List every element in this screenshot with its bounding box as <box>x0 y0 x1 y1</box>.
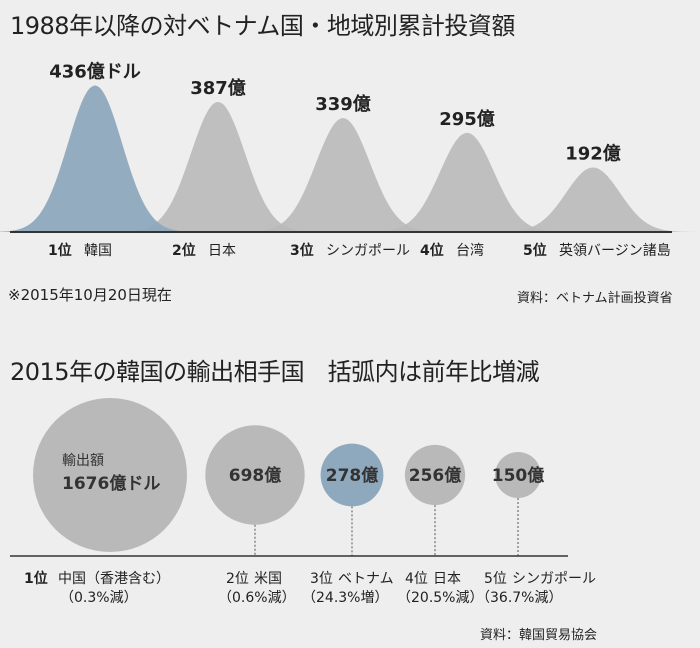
export-change-5: （36.7%減） <box>476 589 562 606</box>
chart2-title: 2015年の韓国の輸出相手国 括弧内は前年比増減 <box>10 358 540 386</box>
export-rank-4: 4位 <box>405 571 428 587</box>
bubble-4 <box>404 444 466 506</box>
peak-value-4: 295億 <box>439 108 495 130</box>
bubble-5 <box>495 452 541 498</box>
chart1-title: 1988年以降の対ベトナム国・地域別累計投資額 <box>10 12 515 40</box>
category-label-5: 英領バージン諸島 <box>559 242 671 259</box>
export-bubble-chart: 輸出額 1676億ドル 698億 278億 256億 150億 1位 中国（香港含む） （0.… <box>10 398 596 606</box>
export-country-1: 中国（香港含む） <box>58 571 170 587</box>
export-rank-2: 2位 <box>226 571 249 587</box>
peak-value-3: 339億 <box>315 93 371 115</box>
bubble-2 <box>205 425 305 525</box>
bubble-3 <box>320 443 384 507</box>
export-change-4: （20.5%減） <box>397 589 483 606</box>
category-label-4: 台湾 <box>456 242 484 259</box>
rank-label-1: 1位 <box>48 242 72 259</box>
peak-4 <box>353 132 580 232</box>
peak-2 <box>104 102 331 232</box>
export-change-1: （0.3%減） <box>60 589 138 606</box>
chart2-source: 資料：韓国貿易協会 <box>480 628 598 643</box>
category-label-2: 日本 <box>208 243 236 259</box>
export-change-3: （24.3%増） <box>302 590 388 606</box>
peak-3 <box>229 118 456 232</box>
category-label-1: 韓国 <box>84 243 112 259</box>
peak-value-2: 387億 <box>190 77 246 99</box>
peak-5 <box>479 167 700 232</box>
bubble-value-5: 150億 <box>492 465 545 486</box>
export-rank-3: 3位 <box>310 571 333 587</box>
investment-peak-chart: 192億 295億 339億 387億 436億ドル 1位 韓国 2位 日本 3位 シンガポール 4位… <box>0 61 700 259</box>
rank-label-3: 3位 <box>290 242 314 259</box>
bubble-value-1: 1676億ドル <box>62 473 160 494</box>
peak-1 <box>0 85 208 232</box>
rank-label-5: 5位 <box>523 242 547 259</box>
bubble-value-2: 698億 <box>229 465 282 486</box>
rank-label-4: 4位 <box>420 242 444 259</box>
chart1-source: 資料：ベトナム計画投資省 <box>517 291 673 306</box>
bubble-value-4: 256億 <box>409 465 462 486</box>
peak-value-1: 436億ドル <box>49 61 141 83</box>
peak-value-5: 192億 <box>565 142 621 164</box>
export-country-3: ベトナム <box>338 571 394 587</box>
bubble-1 <box>33 398 187 552</box>
export-country-5: シンガポール <box>512 571 596 587</box>
export-country-2: 米国 <box>254 571 282 587</box>
rank-label-2: 2位 <box>172 242 196 259</box>
export-rank-1: 1位 <box>24 570 48 587</box>
category-label-3: シンガポール <box>326 243 410 259</box>
bubble-value-3: 278億 <box>326 465 379 486</box>
chart1-note: ※2015年10月20日現在 <box>8 286 172 304</box>
export-rank-5: 5位 <box>484 571 507 587</box>
export-country-4: 日本 <box>433 571 461 587</box>
export-change-2: （0.6%減） <box>218 589 296 606</box>
bubble-caption: 輸出額 <box>62 453 104 469</box>
